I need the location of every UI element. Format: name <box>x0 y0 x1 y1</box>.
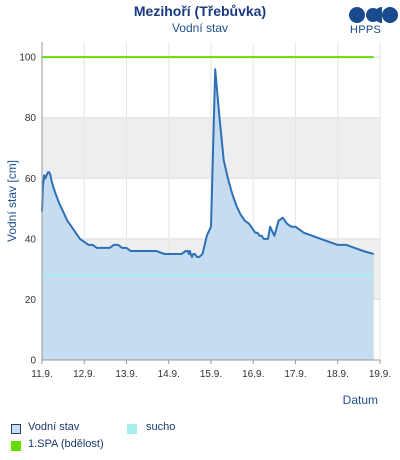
y-tick-label-20: 20 <box>25 295 37 306</box>
logo-text: HPPS <box>350 24 382 36</box>
y-axis-label: Vodní stav [cm] <box>5 160 19 242</box>
x-axis-label: Datum <box>343 393 378 407</box>
x-tick-label-5: 16.9. <box>242 369 264 380</box>
x-tick-label-3: 14.9. <box>158 369 180 380</box>
x-tick-label-8: 19.9. <box>369 369 391 380</box>
x-tick-label-2: 13.9. <box>115 369 137 380</box>
hpps-logo <box>346 6 400 42</box>
y-tick-label-80: 80 <box>25 113 37 124</box>
x-tick-label-0: 11.9. <box>31 369 53 380</box>
x-tick-label-7: 18.9. <box>327 369 349 380</box>
x-tick-label-6: 17.9. <box>284 369 306 380</box>
legend-swatch-vodni-stav <box>11 424 21 434</box>
chart-title: Mezihoří (Třebůvka) <box>133 3 267 19</box>
area-vodni-stav <box>42 69 374 361</box>
y-tick-label-100: 100 <box>19 53 36 64</box>
line-vodni-stav <box>41 68 374 258</box>
x-tick-label-4: 15.9. <box>200 369 222 380</box>
x-tick-label-1: 12.9. <box>73 369 95 380</box>
legend-swatch-sucho <box>127 424 137 434</box>
legend-label-sucho: sucho <box>146 421 176 433</box>
legend-swatch-1spa <box>11 441 21 451</box>
legend-label-1spa: 1.SPA (bdělost) <box>28 438 104 450</box>
chart-subtitle: Vodní stav <box>171 21 229 35</box>
y-tick-label-0: 0 <box>30 356 36 367</box>
y-tick-label-60: 60 <box>25 174 37 185</box>
legend-label-vodni-stav: Vodní stav <box>28 421 80 433</box>
y-tick-label-40: 40 <box>25 234 37 245</box>
